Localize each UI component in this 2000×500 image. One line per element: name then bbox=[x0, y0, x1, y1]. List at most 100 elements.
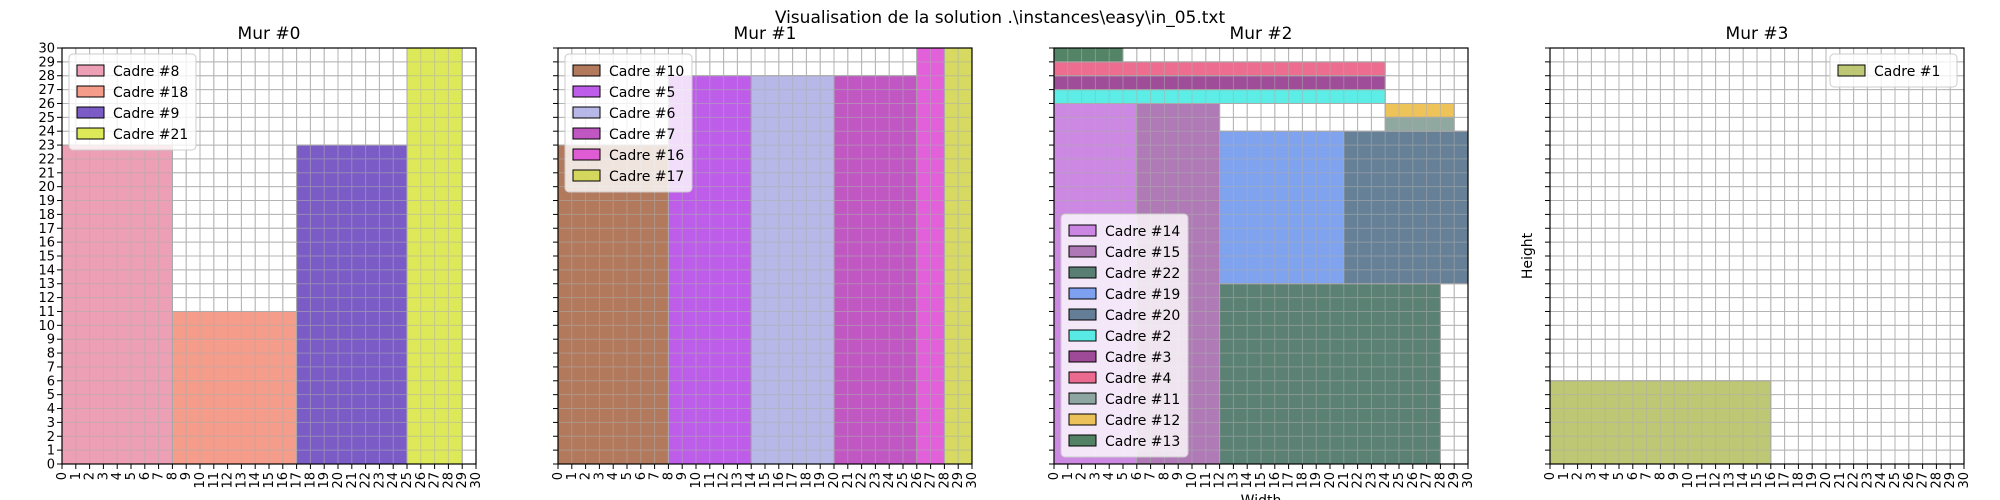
x-tick-label: 29 bbox=[1447, 472, 1462, 489]
y-tick-label: 27 bbox=[38, 83, 55, 98]
legend-swatch bbox=[1068, 224, 1097, 237]
x-tick-label: 7 bbox=[648, 472, 663, 480]
x-tick-label: 17 bbox=[290, 472, 305, 489]
y-tick-label: 16 bbox=[38, 236, 55, 251]
x-tick-label: 9 bbox=[1667, 472, 1682, 480]
x-tick-label: 8 bbox=[165, 472, 180, 480]
x-tick-label: 29 bbox=[455, 472, 470, 489]
x-tick-label: 3 bbox=[1584, 472, 1599, 480]
x-tick-label: 30 bbox=[1957, 472, 1972, 489]
legend-swatch bbox=[1068, 245, 1097, 258]
x-tick-label: 26 bbox=[414, 472, 429, 489]
x-tick-label: 3 bbox=[96, 472, 111, 480]
x-tick-label: 6 bbox=[634, 472, 649, 480]
x-tick-label: 16 bbox=[276, 472, 291, 489]
legend-swatch bbox=[1068, 392, 1097, 405]
x-tick-label: 17 bbox=[1778, 472, 1793, 489]
legend-entry: Cadre #13 bbox=[1105, 434, 1180, 450]
legend-swatch bbox=[572, 64, 601, 77]
x-tick-label: 14 bbox=[1736, 472, 1751, 489]
x-tick-label: 5 bbox=[1612, 472, 1627, 480]
rect-cadre-18 bbox=[171, 310, 298, 465]
x-tick-label: 12 bbox=[1213, 472, 1228, 489]
x-tick-label: 13 bbox=[1722, 472, 1737, 489]
grid-overlay bbox=[1549, 47, 1965, 465]
subplot-title: Mur #2 bbox=[1230, 24, 1293, 44]
y-tick-label: 12 bbox=[38, 291, 55, 306]
x-tick-label: 4 bbox=[1598, 472, 1613, 480]
y-tick-label: 25 bbox=[38, 111, 55, 126]
x-tick-label: 28 bbox=[937, 472, 952, 489]
legend-box bbox=[68, 53, 197, 151]
y-tick-label: 2 bbox=[47, 430, 55, 445]
x-tick-label: 27 bbox=[428, 472, 443, 489]
x-tick-label: 25 bbox=[896, 472, 911, 489]
legend-entry: Cadre #11 bbox=[1105, 392, 1180, 408]
x-tick-label: 11 bbox=[703, 472, 718, 489]
x-tick-label: 10 bbox=[193, 472, 208, 489]
legend-entry: Cadre #1 bbox=[1874, 64, 1940, 80]
legend-swatch bbox=[1837, 64, 1866, 77]
x-tick-label: 18 bbox=[303, 472, 318, 489]
x-tick-label: 21 bbox=[841, 472, 856, 489]
x-tick-label: 25 bbox=[1392, 472, 1407, 489]
legend-entry: Cadre #18 bbox=[113, 85, 188, 101]
y-tick-label: 21 bbox=[38, 166, 55, 181]
legend-entry: Cadre #15 bbox=[1105, 245, 1180, 261]
x-tick-label: 27 bbox=[924, 472, 939, 489]
x-tick-label: 0 bbox=[1543, 472, 1558, 480]
y-tick-label: 26 bbox=[38, 97, 55, 112]
x-tick-label: 10 bbox=[1681, 472, 1696, 489]
legend-swatch bbox=[76, 127, 105, 140]
legend-entry: Cadre #20 bbox=[1105, 308, 1180, 324]
y-tick-label: 22 bbox=[38, 152, 55, 167]
y-tick-label: 14 bbox=[38, 263, 55, 278]
x-tick-label: 18 bbox=[799, 472, 814, 489]
y-tick-label: 10 bbox=[38, 319, 55, 334]
figure-title: Visualisation de la solution .\instances… bbox=[775, 8, 1226, 28]
rect-cadre-13 bbox=[1053, 47, 1124, 63]
legend-swatch bbox=[76, 64, 105, 77]
x-tick-label: 7 bbox=[1640, 472, 1655, 480]
rect-cadre-19 bbox=[1219, 130, 1345, 285]
x-tick-label: 23 bbox=[1860, 472, 1875, 489]
x-tick-label: 13 bbox=[234, 472, 249, 489]
x-tick-label: 9 bbox=[675, 472, 690, 480]
legend-swatch bbox=[1068, 329, 1097, 342]
y-tick-label: 24 bbox=[38, 125, 55, 140]
x-tick-label: 16 bbox=[1764, 472, 1779, 489]
subplot-title: Mur #0 bbox=[238, 24, 301, 44]
legend-swatch bbox=[1068, 287, 1097, 300]
x-tick-label: 24 bbox=[386, 472, 401, 489]
x-tick-label: 20 bbox=[827, 472, 842, 489]
x-tick-label: 0 bbox=[1047, 472, 1062, 480]
x-tick-label: 8 bbox=[1653, 472, 1668, 480]
subplot-2: Mur #20123456789101112131415161718192021… bbox=[1047, 24, 1476, 500]
x-tick-label: 10 bbox=[689, 472, 704, 489]
y-tick-label: 23 bbox=[38, 139, 55, 154]
x-tick-label: 15 bbox=[758, 472, 773, 489]
legend-box bbox=[1829, 53, 1958, 88]
legend-entry: Cadre #14 bbox=[1105, 224, 1180, 240]
x-tick-label: 4 bbox=[1102, 472, 1117, 480]
ticks: 0123456789101112131415161718192021222324… bbox=[1047, 47, 1476, 489]
legend: Cadre #14 Cadre #15 Cadre #22 Cadre #19 Cadr… bbox=[1060, 213, 1189, 458]
y-tick-label: 1 bbox=[47, 444, 55, 459]
x-tick-label: 0 bbox=[55, 472, 70, 480]
legend-entry: Cadre #7 bbox=[609, 127, 675, 143]
x-tick-label: 28 bbox=[1433, 472, 1448, 489]
legend-swatch bbox=[1068, 266, 1097, 279]
x-tick-label: 7 bbox=[152, 472, 167, 480]
x-tick-label: 4 bbox=[606, 472, 621, 480]
legend-entry: Cadre #9 bbox=[113, 106, 179, 122]
x-tick-label: 16 bbox=[1268, 472, 1283, 489]
legend-swatch bbox=[572, 169, 601, 182]
x-tick-label: 21 bbox=[345, 472, 360, 489]
rect-cadre-20 bbox=[1343, 130, 1469, 285]
x-tick-label: 4 bbox=[110, 472, 125, 480]
legend-swatch bbox=[572, 148, 601, 161]
x-tick-label: 22 bbox=[1351, 472, 1366, 489]
x-tick-label: 24 bbox=[1874, 472, 1889, 489]
x-tick-label: 11 bbox=[1199, 472, 1214, 489]
